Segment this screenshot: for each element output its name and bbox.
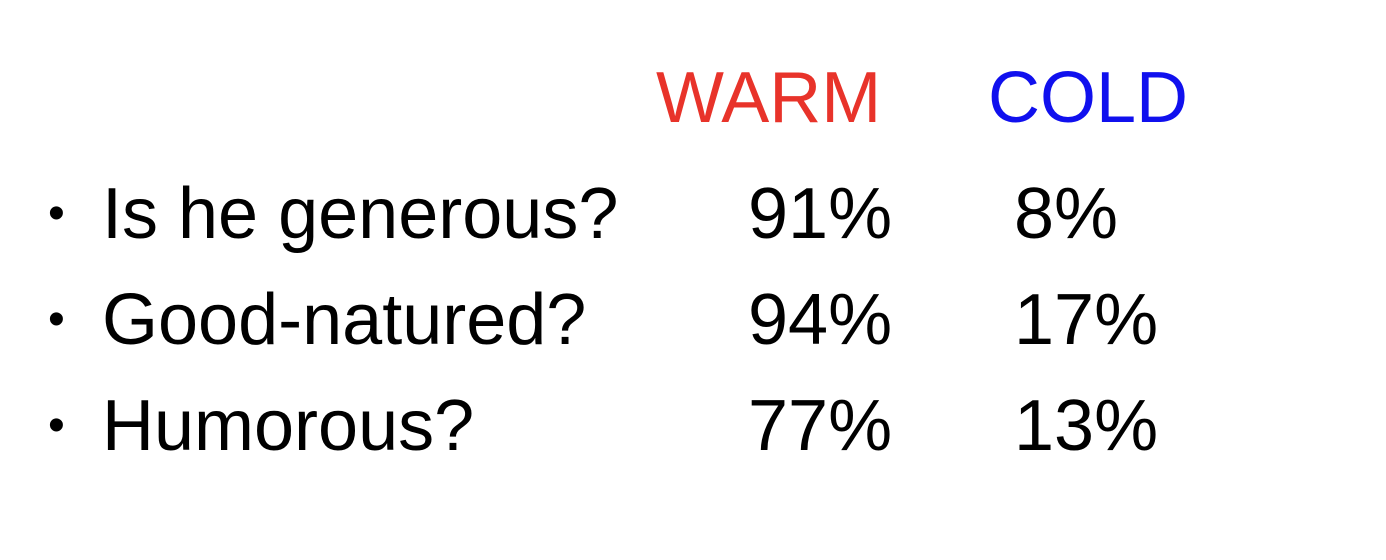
bullet-point: • [48,187,65,240]
warm-value: 94% [748,280,893,360]
list-item: • Humorous? 77% 13% [0,378,1386,474]
row-label: Good-natured? [102,280,587,360]
warm-value: 91% [748,174,893,254]
list-item: • Is he generous? 91% 8% [0,166,1386,262]
column-header-cold: COLD [988,58,1189,138]
row-label: Is he generous? [102,174,619,254]
column-header-warm: WARM [656,58,882,138]
bullet-point: • [48,293,65,346]
cold-value: 8% [1014,174,1119,254]
list-item: • Good-natured? 94% 17% [0,272,1386,368]
bullet-point: • [48,399,65,452]
warm-value: 77% [748,386,893,466]
row-label: Humorous? [102,386,475,466]
cold-value: 17% [1014,280,1159,360]
cold-value: 13% [1014,386,1159,466]
